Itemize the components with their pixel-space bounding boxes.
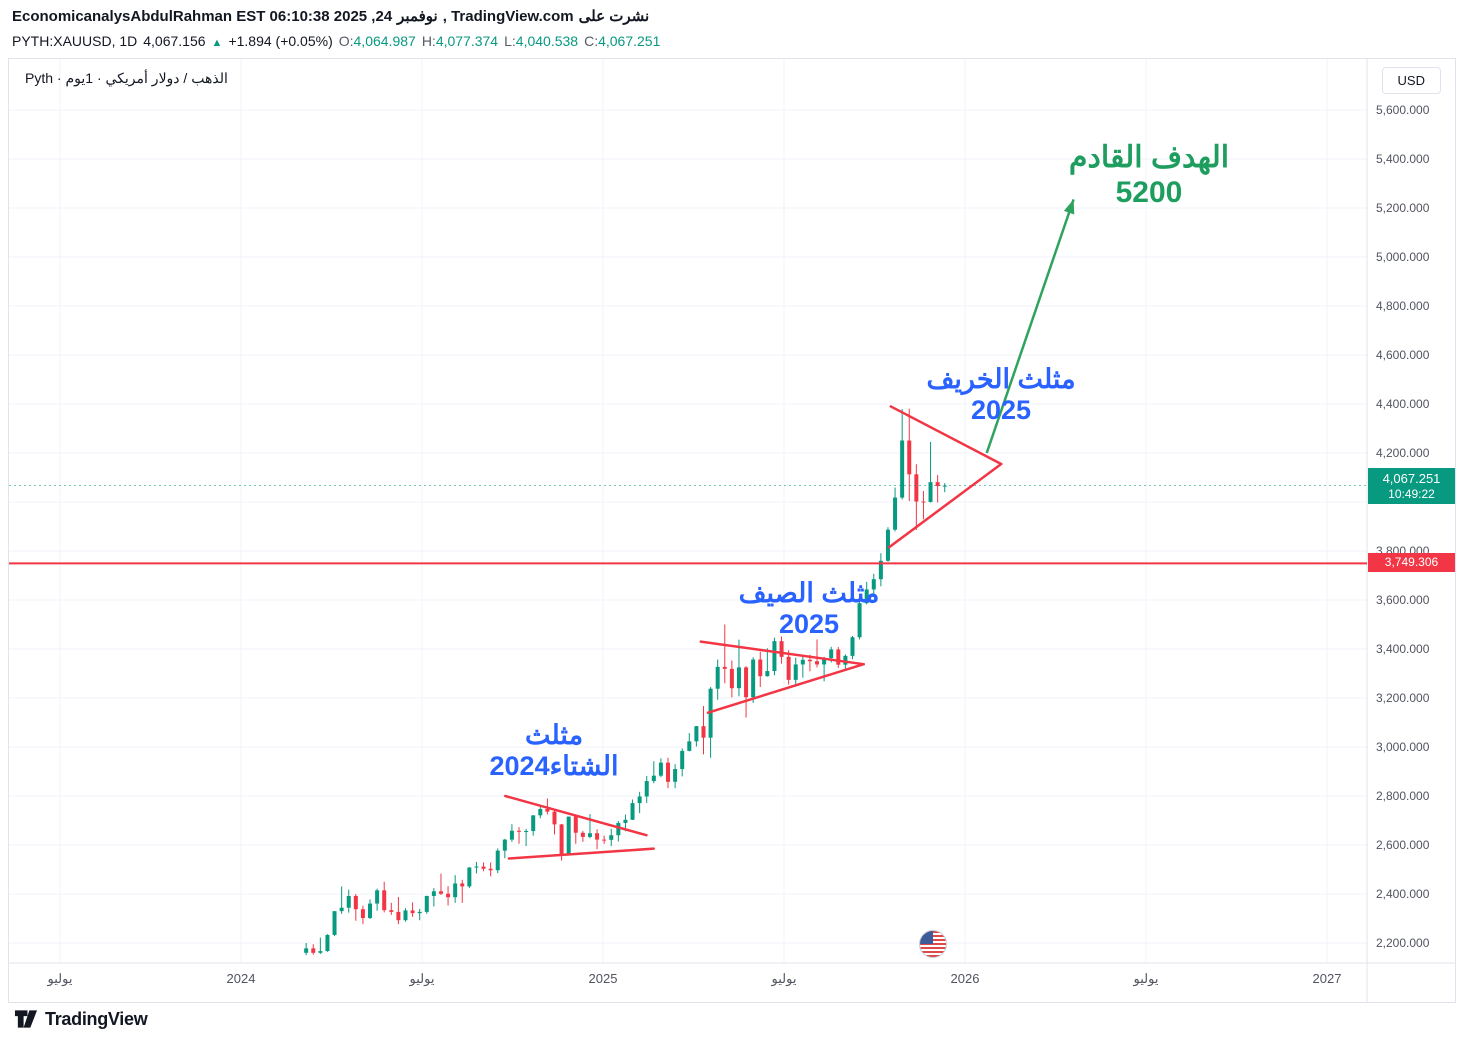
svg-text:5,600.000: 5,600.000 xyxy=(1376,103,1430,117)
candles-layer xyxy=(304,408,947,956)
svg-text:5,200.000: 5,200.000 xyxy=(1376,201,1430,215)
last-price: 4,067.156 xyxy=(143,33,206,49)
svg-text:3,200.000: 3,200.000 xyxy=(1376,691,1430,705)
up-triangle-icon: ▲ xyxy=(211,37,223,49)
symbol-status-line: PYTH:XAUUSD, 1D 4,067.156 ▲ +1.894 (+0.0… xyxy=(12,33,660,49)
tradingview-logo[interactable]: TradingView xyxy=(14,1008,148,1030)
svg-text:يوليو: يوليو xyxy=(771,971,797,987)
open-value: 4,064.987 xyxy=(353,33,416,49)
close-label: C: xyxy=(584,33,599,49)
price-change: +1.894 (+0.05%) xyxy=(228,33,333,49)
svg-text:5,400.000: 5,400.000 xyxy=(1376,152,1430,166)
drawing-lines-layer[interactable] xyxy=(9,199,1367,860)
svg-text:2,600.000: 2,600.000 xyxy=(1376,838,1430,852)
tradingview-logo-mark xyxy=(14,1010,38,1028)
svg-text:4,600.000: 4,600.000 xyxy=(1376,348,1430,362)
arrow-head xyxy=(1063,199,1075,215)
open-label: O: xyxy=(338,33,354,49)
svg-text:2024: 2024 xyxy=(227,971,256,986)
svg-text:يوليو: يوليو xyxy=(409,971,435,987)
axis-labels-layer: 2,200.000 2,400.000 2,600.000 2,800.000 3,00… xyxy=(47,103,1430,987)
low-label: L: xyxy=(504,33,516,49)
current-price-value: 4,067.251 xyxy=(1382,470,1441,486)
bar-countdown: 10:49:22 xyxy=(1388,486,1435,501)
svg-text:2,200.000: 2,200.000 xyxy=(1376,936,1430,950)
us-flag-event-icon[interactable] xyxy=(919,930,947,958)
svg-text:4,200.000: 4,200.000 xyxy=(1376,446,1430,460)
byline: EconomicanalysAbdulRahman EST 06:10:38 2… xyxy=(12,7,649,25)
svg-text:2025: 2025 xyxy=(589,971,618,986)
svg-text:2027: 2027 xyxy=(1313,971,1342,986)
symbol-name: PYTH:XAUUSD, 1D xyxy=(12,33,138,49)
high-label: H: xyxy=(421,33,436,49)
close-value: 4,067.251 xyxy=(598,33,661,49)
current-price-badge[interactable]: 4,067.251 10:49:22 xyxy=(1368,467,1455,504)
svg-text:2,400.000: 2,400.000 xyxy=(1376,887,1430,901)
svg-text:5,000.000: 5,000.000 xyxy=(1376,250,1430,264)
byline-author-time: EconomicanalysAbdulRahman EST 06:10:38 2… xyxy=(12,8,393,25)
byline-published: نشرت على xyxy=(578,8,650,25)
svg-text:3,400.000: 3,400.000 xyxy=(1376,642,1430,656)
byline-site: , TradingView.com xyxy=(442,8,574,25)
chart-canvas[interactable]: 2,200.000 2,400.000 2,600.000 2,800.000 3,00… xyxy=(9,59,1455,1002)
currency-toggle-button[interactable]: USD xyxy=(1381,67,1441,94)
svg-text:4,800.000: 4,800.000 xyxy=(1376,299,1430,313)
high-value: 4,077.374 xyxy=(435,33,499,49)
svg-text:3,600.000: 3,600.000 xyxy=(1376,593,1430,607)
svg-text:2,800.000: 2,800.000 xyxy=(1376,789,1430,803)
svg-text:يوليو: يوليو xyxy=(1133,971,1159,987)
grid-layer xyxy=(9,59,1455,1002)
us-flag-canton xyxy=(920,931,933,944)
byline-month: نوفمبر xyxy=(397,8,438,25)
tradingview-logo-text: TradingView xyxy=(45,1008,148,1029)
low-value: 4,040.538 xyxy=(515,33,579,49)
alert-price-badge[interactable]: 3,749.306 xyxy=(1368,553,1455,573)
chart-widget: 2,200.000 2,400.000 2,600.000 2,800.000 3,00… xyxy=(8,58,1456,1003)
symbol-legend[interactable]: الذهب / دولار أمريكي · 1يوم · Pyth xyxy=(25,70,228,86)
svg-text:3,000.000: 3,000.000 xyxy=(1376,740,1430,754)
svg-text:2026: 2026 xyxy=(951,971,980,986)
svg-text:4,400.000: 4,400.000 xyxy=(1376,397,1430,411)
svg-text:يوليو: يوليو xyxy=(47,971,73,987)
